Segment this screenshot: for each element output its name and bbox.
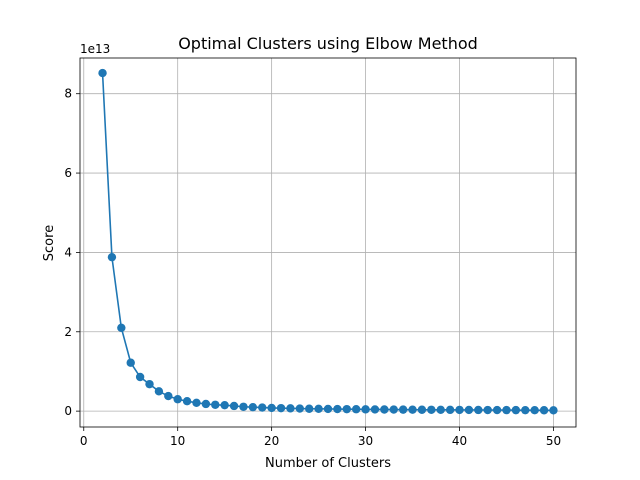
x-axis-label: Number of Clusters	[265, 456, 391, 471]
score-point	[220, 400, 229, 410]
score-point	[258, 403, 267, 412]
score-point	[229, 401, 239, 411]
score-point	[211, 400, 220, 409]
score-point	[164, 391, 173, 401]
y-tick-label: 8	[64, 87, 72, 101]
score-point	[145, 379, 154, 389]
score-point	[530, 406, 539, 415]
score-point	[182, 397, 192, 406]
score-point	[445, 405, 455, 415]
score-point	[192, 398, 201, 407]
score-point	[389, 405, 398, 414]
score-point	[398, 405, 408, 414]
score-point	[286, 404, 295, 413]
x-tick-label: 50	[546, 434, 561, 448]
score-point	[474, 405, 483, 415]
score-point	[361, 405, 370, 414]
plot-frame	[79, 57, 577, 428]
score-line	[101, 73, 554, 412]
score-point	[323, 404, 333, 414]
score-point	[154, 387, 164, 396]
x-tick-label: 20	[264, 434, 279, 448]
score-point	[492, 405, 502, 415]
score-point	[135, 372, 145, 382]
score-point	[436, 405, 445, 415]
y-offset-label: 1e13	[80, 42, 110, 56]
score-point	[314, 404, 323, 414]
x-tick-label: 40	[452, 434, 467, 448]
score-point	[417, 405, 427, 414]
chart-title: Optimal Clusters using Elbow Method	[178, 34, 478, 53]
score-point	[380, 405, 389, 414]
score-point	[539, 406, 549, 415]
score-point	[511, 405, 521, 415]
score-point	[342, 404, 351, 414]
y-tick-label: 6	[64, 166, 72, 180]
score-point	[295, 404, 305, 413]
score-point	[276, 403, 286, 413]
score-point	[117, 323, 126, 333]
y-tick-label: 4	[64, 245, 72, 259]
axis-ticks: 0 10 20 30 40 50 0 2 4 6 8	[64, 87, 561, 448]
score-point	[267, 403, 276, 413]
score-point	[549, 406, 558, 415]
x-tick-label: 10	[170, 434, 185, 448]
score-point	[455, 405, 464, 415]
score-point	[305, 404, 314, 413]
score-point	[427, 405, 436, 414]
score-point	[98, 68, 107, 78]
score-point	[107, 252, 117, 262]
score-point	[126, 358, 135, 367]
score-series	[98, 68, 558, 415]
grid-lines	[80, 58, 576, 427]
x-tick-label: 0	[80, 434, 88, 448]
score-point	[333, 404, 342, 414]
score-point	[408, 405, 417, 414]
score-point	[201, 399, 211, 409]
score-point	[521, 405, 530, 415]
x-tick-label: 30	[358, 434, 373, 448]
score-point	[248, 402, 258, 412]
score-point	[502, 405, 511, 415]
y-tick-label: 0	[64, 404, 72, 418]
score-point	[370, 405, 380, 414]
score-point	[464, 405, 474, 415]
y-tick-label: 2	[64, 325, 72, 339]
score-point	[351, 405, 361, 414]
score-point	[173, 395, 182, 404]
y-axis-label: Score	[42, 225, 57, 261]
score-point	[239, 402, 248, 411]
score-point	[483, 405, 492, 415]
